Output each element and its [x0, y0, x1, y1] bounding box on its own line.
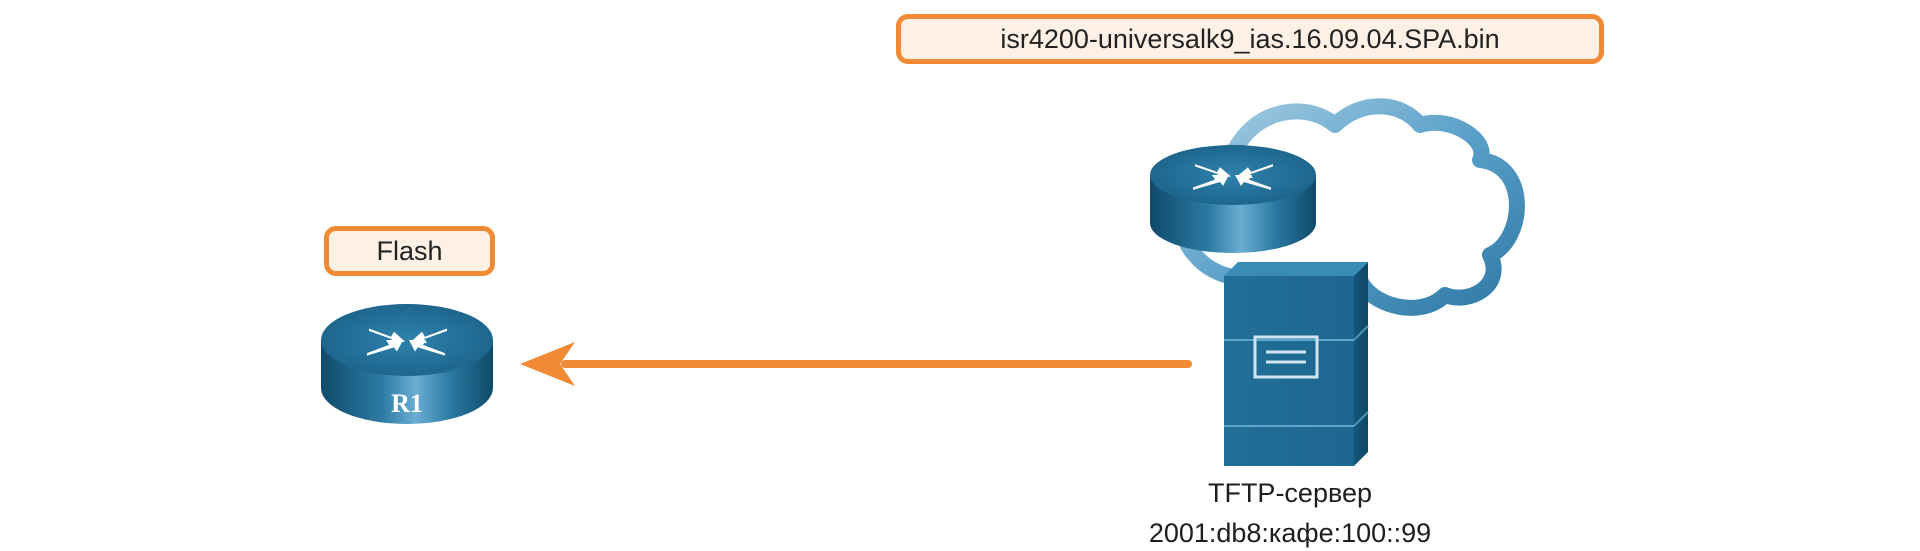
remote-router-icon	[1150, 145, 1316, 253]
router-name: R1	[391, 389, 423, 418]
arrow-left-icon	[520, 342, 1192, 386]
flash-label: Flash	[324, 226, 495, 276]
server-address: 2001:db8:кафе:100::99	[1148, 518, 1432, 548]
file-name-label: isr4200-universalk9_ias.16.09.04.SPA.bin	[896, 14, 1604, 64]
router-icon: R1	[321, 304, 493, 424]
server-icon	[1224, 262, 1369, 466]
server-name: TFTP-сервер	[1207, 478, 1373, 508]
